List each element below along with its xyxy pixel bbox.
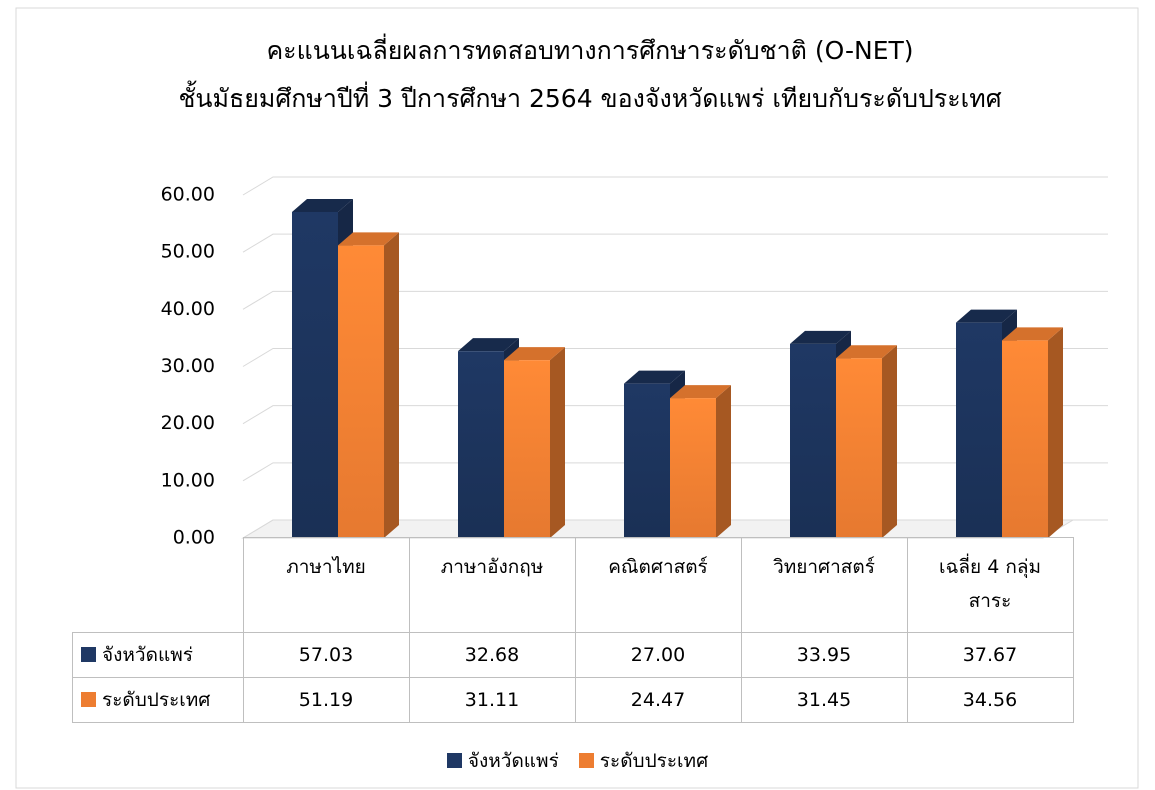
- data-label: 37.67: [906, 632, 1074, 678]
- bar-side: [550, 347, 565, 538]
- data-label: 27.00: [574, 632, 742, 678]
- bar-top: [624, 370, 685, 384]
- bar-side: [716, 385, 731, 538]
- x-tick-label: คณิตศาสตร์: [574, 537, 742, 633]
- bar: [624, 383, 670, 538]
- legend-swatch: [81, 692, 96, 707]
- bar: [292, 211, 338, 538]
- series-label: ระดับประเทศ: [72, 677, 244, 723]
- legend: จังหวัดแพร่ ระดับประเทศ: [0, 746, 1155, 776]
- series-name: ระดับประเทศ: [102, 689, 211, 711]
- data-label: 31.11: [408, 677, 576, 723]
- bar: [458, 351, 504, 538]
- grid-line: [242, 176, 1108, 196]
- legend-swatch: [446, 753, 462, 768]
- legend-swatch: [81, 647, 96, 662]
- data-label: 32.68: [408, 632, 576, 678]
- bar: [1002, 340, 1048, 538]
- x-tick-label: วิทยาศาสตร์: [740, 537, 908, 633]
- series-name: จังหวัดแพร่: [102, 644, 193, 666]
- data-label: 51.19: [242, 677, 410, 723]
- x-tick-label: เฉลี่ย 4 กลุ่มสาระ: [906, 537, 1074, 633]
- bar-top: [458, 338, 519, 352]
- data-label: 31.45: [740, 677, 908, 723]
- y-tick-label: 20.00: [161, 412, 215, 434]
- table-corner: [72, 537, 244, 633]
- legend-label: ระดับประเทศ: [599, 750, 709, 772]
- data-label: 34.56: [906, 677, 1074, 723]
- y-tick-label: 40.00: [161, 298, 215, 320]
- y-tick-label: 10.00: [161, 469, 215, 491]
- y-tick-label: 60.00: [161, 184, 215, 206]
- data-label: 33.95: [740, 632, 908, 678]
- chart-title: คะแนนเฉลี่ยผลการทดสอบทางการศึกษาระดับชาต…: [266, 33, 913, 65]
- bar: [836, 358, 882, 538]
- legend-item: ระดับประเทศ: [578, 750, 709, 772]
- table-row: จังหวัดแพร่ 57.03 32.68 27.00 33.95 37.67: [72, 632, 1074, 678]
- table-header-row: ภาษาไทย ภาษาอังกฤษ คณิตศาสตร์ วิทยาศาสตร์ เฉ…: [72, 537, 1074, 633]
- bar-side: [1048, 327, 1063, 538]
- bar: [670, 398, 716, 538]
- bar-top: [790, 330, 851, 344]
- data-label: 57.03: [242, 632, 410, 678]
- y-tick-label: 50.00: [161, 241, 215, 263]
- y-tick-label: 30.00: [161, 355, 215, 377]
- x-tick-label: ภาษาอังกฤษ: [408, 537, 576, 633]
- bar-top: [292, 198, 353, 212]
- bar-top: [504, 347, 565, 361]
- bar-top: [1002, 327, 1063, 341]
- bar-top: [670, 385, 731, 399]
- bar: [504, 360, 550, 538]
- bar-side: [384, 232, 399, 538]
- grid-line: [242, 290, 1108, 310]
- chart-subtitle: ชั้นมัธยมศึกษาปีที่ 3 ปีการศึกษา 2564 ขอ…: [178, 80, 1001, 113]
- bar-side: [882, 345, 897, 538]
- grid-line: [242, 233, 1108, 253]
- legend-label: จังหวัดแพร่: [467, 750, 559, 772]
- bar-top: [338, 232, 399, 246]
- table-row: ระดับประเทศ 51.19 31.11 24.47 31.45 34.56: [72, 677, 1074, 723]
- data-label: 24.47: [574, 677, 742, 723]
- series-label: จังหวัดแพร่: [72, 632, 244, 678]
- x-tick-label: ภาษาไทย: [242, 537, 410, 633]
- legend-swatch: [578, 753, 594, 768]
- data-table: ภาษาไทย ภาษาอังกฤษ คณิตศาสตร์ วิทยาศาสตร์ เฉ…: [72, 537, 1074, 723]
- chart-border: [15, 7, 1139, 789]
- bar: [338, 245, 384, 538]
- bar-top: [956, 309, 1017, 323]
- legend-item: จังหวัดแพร่: [446, 750, 559, 772]
- bar-top: [836, 345, 897, 359]
- bar: [956, 322, 1002, 538]
- bar: [790, 343, 836, 538]
